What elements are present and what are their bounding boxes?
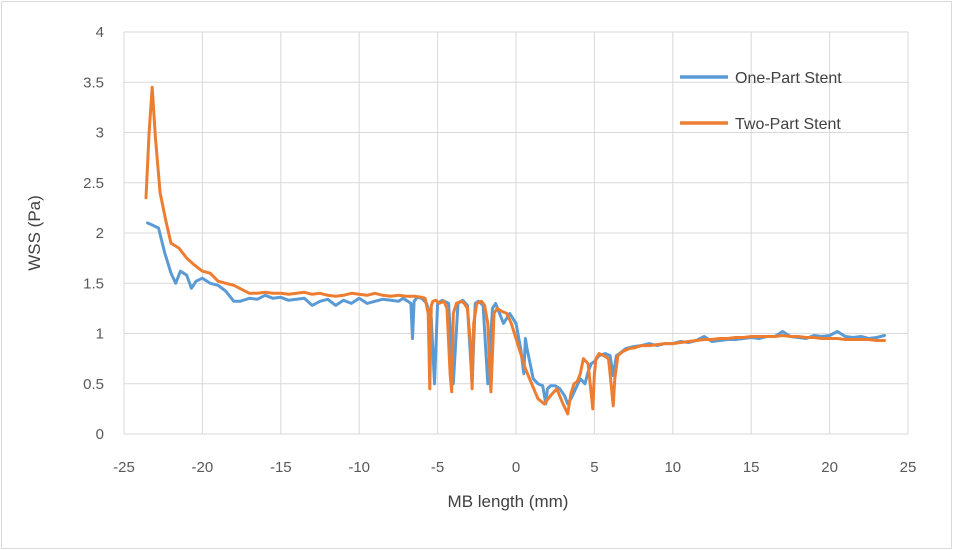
x-axis-title: MB length (mm) (448, 492, 569, 511)
x-tick-label-9: 20 (821, 459, 838, 476)
series-line-1 (144, 85, 886, 416)
y-tick-label-3: 1.5 (83, 275, 104, 292)
x-tick-labels: -25 -20 -15 -10 -5 0 5 10 15 20 25 (113, 459, 916, 476)
series-line-0 (146, 221, 886, 406)
y-tick-label-5: 2.5 (83, 175, 104, 192)
x-tick-label-6: 5 (590, 459, 598, 476)
x-tick-label-0: -25 (113, 459, 135, 476)
x-tick-label-2: -15 (270, 459, 292, 476)
legend-label-0: One-Part Stent (735, 70, 842, 87)
y-tick-labels: 0 0.5 1 1.5 2 2.5 3 3.5 4 (83, 24, 104, 443)
y-tick-label-2: 1 (96, 326, 104, 343)
y-tick-label-6: 3 (96, 125, 104, 142)
y-tick-label-0: 0 (96, 426, 104, 443)
x-tick-label-3: -10 (348, 459, 370, 476)
y-tick-label-1: 0.5 (83, 376, 104, 393)
y-tick-label-7: 3.5 (83, 74, 104, 91)
series-layer (144, 85, 886, 416)
gridlines (123, 31, 909, 435)
x-tick-label-8: 15 (743, 459, 760, 476)
legend: One-Part Stent Two-Part Stent (680, 70, 842, 133)
x-tick-label-1: -20 (192, 459, 214, 476)
y-tick-label-4: 2 (96, 225, 104, 242)
x-tick-label-10: 25 (900, 459, 917, 476)
x-tick-label-4: -5 (431, 459, 444, 476)
y-tick-label-8: 4 (96, 24, 104, 41)
x-tick-label-7: 10 (664, 459, 681, 476)
y-axis-title: WSS (Pa) (25, 195, 44, 271)
legend-label-1: Two-Part Stent (735, 116, 841, 133)
x-tick-label-5: 0 (512, 459, 520, 476)
